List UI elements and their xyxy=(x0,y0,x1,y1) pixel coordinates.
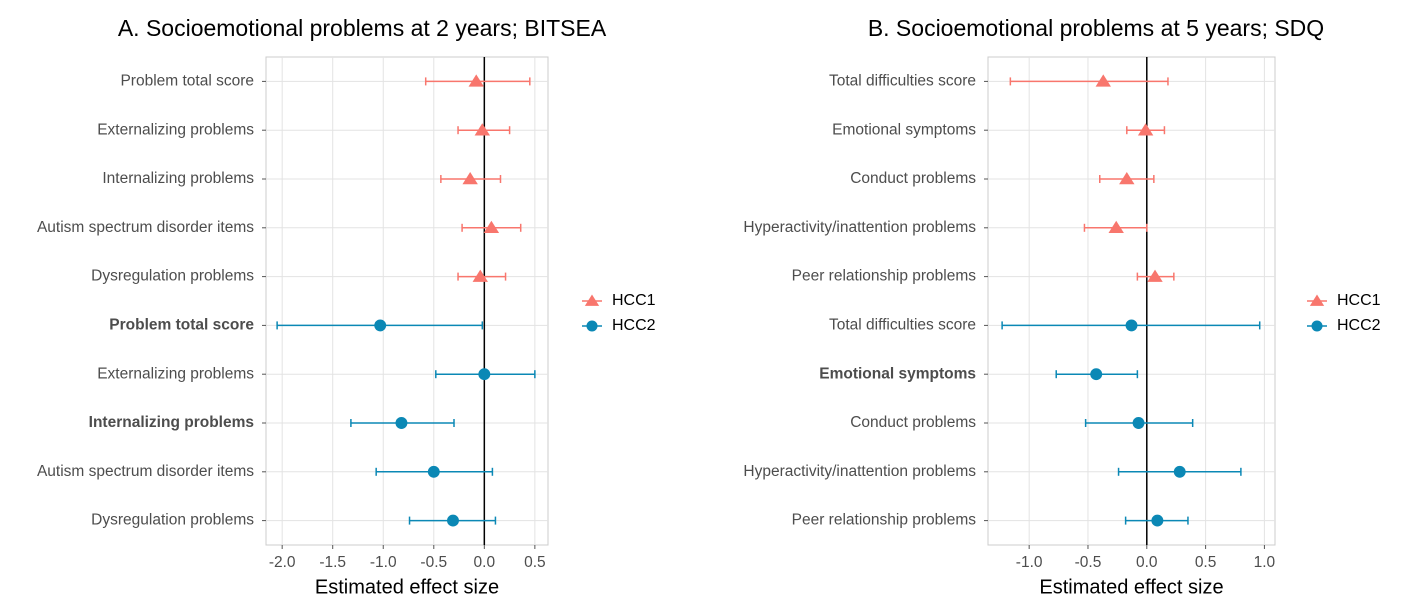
point-circle xyxy=(1151,514,1164,527)
y-tick-label: Total difficulties score xyxy=(829,72,976,89)
y-tick-label: Hyperactivity/inattention problems xyxy=(743,219,976,236)
chart-title: B. Socioemotional problems at 5 years; S… xyxy=(868,15,1324,41)
point-circle xyxy=(1132,417,1145,429)
x-tick-label: 1.0 xyxy=(1254,554,1276,571)
legend-label: HCC1 xyxy=(612,292,656,309)
y-tick-label-bold: Internalizing problems xyxy=(89,414,254,431)
point-circle xyxy=(374,319,387,332)
x-tick-label: -1.0 xyxy=(370,554,397,571)
point-triangle xyxy=(483,220,500,234)
point-triangle xyxy=(468,74,484,87)
x-axis-title: Estimated effect size xyxy=(1039,576,1223,598)
point-circle xyxy=(1090,368,1103,381)
legend-marker xyxy=(1311,320,1323,332)
point-triangle xyxy=(474,123,491,136)
legend-marker xyxy=(586,320,598,332)
y-tick-label: Autism spectrum disorder items xyxy=(37,219,254,236)
y-tick-label: Peer relationship problems xyxy=(792,268,977,285)
y-tick-label: Conduct problems xyxy=(850,414,976,431)
y-tick-label: Problem total score xyxy=(120,72,254,89)
point-circle xyxy=(395,417,408,429)
y-tick-label: Total difficulties score xyxy=(829,316,976,333)
legend-label: HCC2 xyxy=(612,317,656,334)
point-triangle xyxy=(1137,123,1154,136)
y-tick-label: Externalizing problems xyxy=(97,365,254,382)
point-circle xyxy=(1173,465,1186,478)
point-triangle xyxy=(1119,172,1135,185)
x-tick-label: 0.0 xyxy=(1136,554,1158,571)
y-tick-label: Dysregulation problems xyxy=(91,268,254,285)
plot-border xyxy=(987,56,1276,546)
y-tick-label: Conduct problems xyxy=(850,170,976,187)
plot-border xyxy=(265,56,549,546)
point-triangle xyxy=(1108,220,1124,234)
y-tick-label: Externalizing problems xyxy=(97,121,254,138)
x-tick-label: -1.0 xyxy=(1016,554,1043,571)
point-triangle xyxy=(462,172,478,185)
point-triangle xyxy=(1147,269,1163,282)
y-tick-label: Dysregulation problems xyxy=(91,512,254,529)
x-tick-label: -2.0 xyxy=(269,554,296,571)
point-circle xyxy=(478,368,491,381)
point-circle xyxy=(447,514,459,527)
y-tick-label: Peer relationship problems xyxy=(792,512,977,529)
legend-marker xyxy=(584,294,600,306)
legend-label: HCC1 xyxy=(1337,292,1381,309)
x-tick-label: -0.5 xyxy=(420,554,447,571)
y-tick-label: Hyperactivity/inattention problems xyxy=(743,463,976,480)
point-circle xyxy=(1125,319,1138,332)
x-tick-label: 0.0 xyxy=(474,554,496,571)
legend-marker xyxy=(1309,294,1325,306)
y-tick-label-bold: Problem total score xyxy=(109,316,254,333)
x-tick-label: 0.5 xyxy=(1195,554,1217,571)
x-axis-title: Estimated effect size xyxy=(315,576,499,598)
y-tick-label: Autism spectrum disorder items xyxy=(37,463,254,480)
x-tick-label: -0.5 xyxy=(1075,554,1102,571)
y-tick-label-bold: Emotional symptoms xyxy=(819,365,976,382)
legend-label: HCC2 xyxy=(1337,317,1381,334)
point-triangle xyxy=(1095,74,1111,87)
x-tick-label: 0.5 xyxy=(524,554,546,571)
chart-title: A. Socioemotional problems at 2 years; B… xyxy=(118,15,607,41)
point-circle xyxy=(427,465,440,478)
x-tick-label: -1.5 xyxy=(319,554,346,571)
y-tick-label: Internalizing problems xyxy=(102,170,254,187)
y-tick-label: Emotional symptoms xyxy=(832,121,976,138)
point-triangle xyxy=(472,269,488,282)
